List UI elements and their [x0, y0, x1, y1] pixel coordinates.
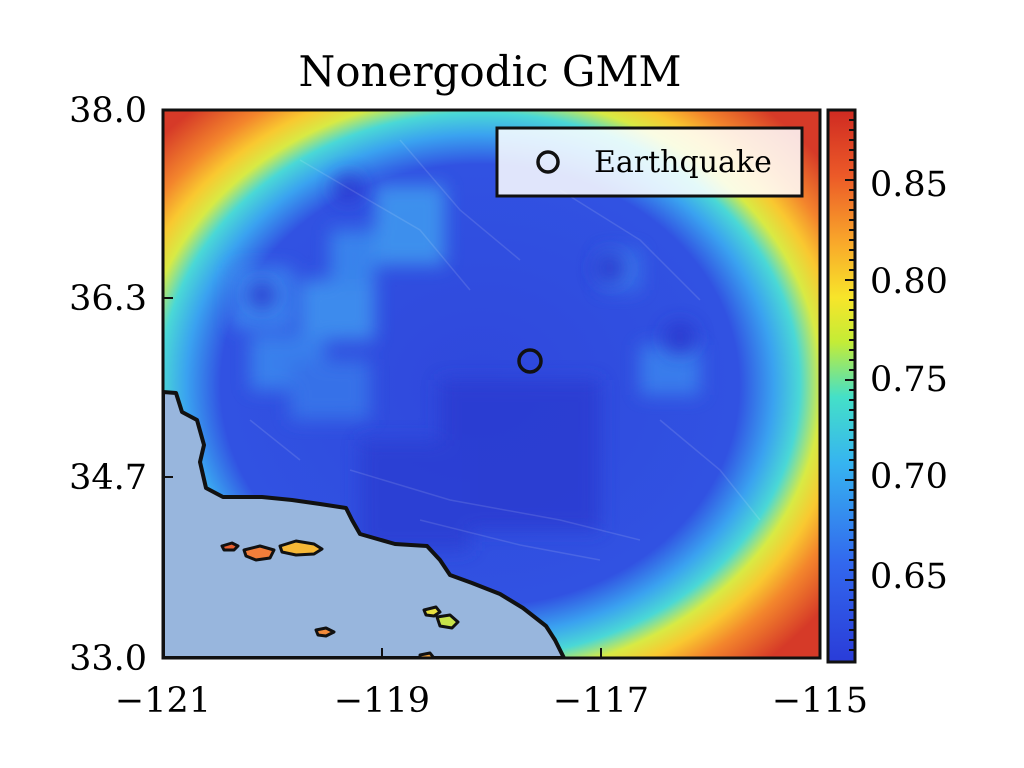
- legend-label: Earthquake: [594, 145, 772, 180]
- y-axis-labels: 38.0 36.3 34.7 33.0: [69, 91, 147, 679]
- colorbar-tick-label: 0.70: [870, 457, 948, 497]
- heatmap-texture: [232, 185, 700, 420]
- plot-frame: [161, 108, 822, 660]
- earthquake-marker: [517, 348, 543, 374]
- terrain-relief: [249, 139, 761, 561]
- y-tick-label: 33.0: [69, 639, 147, 679]
- heatmap-dark-spots: [248, 174, 696, 550]
- colorbar-minor-ticks: [845, 119, 855, 651]
- colorbar-tick-label: 0.65: [870, 557, 948, 597]
- ocean-area: [163, 390, 566, 658]
- map-title: Nonergodic GMM: [299, 47, 682, 96]
- y-tick-label: 38.0: [69, 91, 147, 131]
- y-tick-label: 36.3: [69, 279, 147, 319]
- islands: [220, 539, 460, 658]
- x-tick-label: −121: [115, 681, 211, 721]
- colorbar: 0.85 0.80 0.75 0.70 0.65: [826, 108, 948, 664]
- colorbar-tick-label: 0.85: [870, 165, 948, 205]
- x-axis-labels: −121 −119 −117 −115: [115, 681, 868, 721]
- x-tick-label: −119: [334, 681, 430, 721]
- legend: Earthquake: [495, 126, 804, 198]
- axis-tick-marks: [162, 109, 821, 659]
- colorbar-tick-label: 0.75: [870, 360, 948, 400]
- colorbar-tick-label: 0.80: [870, 262, 948, 302]
- legend-earthquake-icon: [536, 150, 560, 174]
- x-tick-label: −115: [772, 681, 868, 721]
- map-plot-area: Earthquake: [163, 110, 820, 658]
- legend-box: [495, 126, 804, 198]
- y-tick-label: 34.7: [69, 458, 147, 498]
- x-tick-label: −117: [553, 681, 649, 721]
